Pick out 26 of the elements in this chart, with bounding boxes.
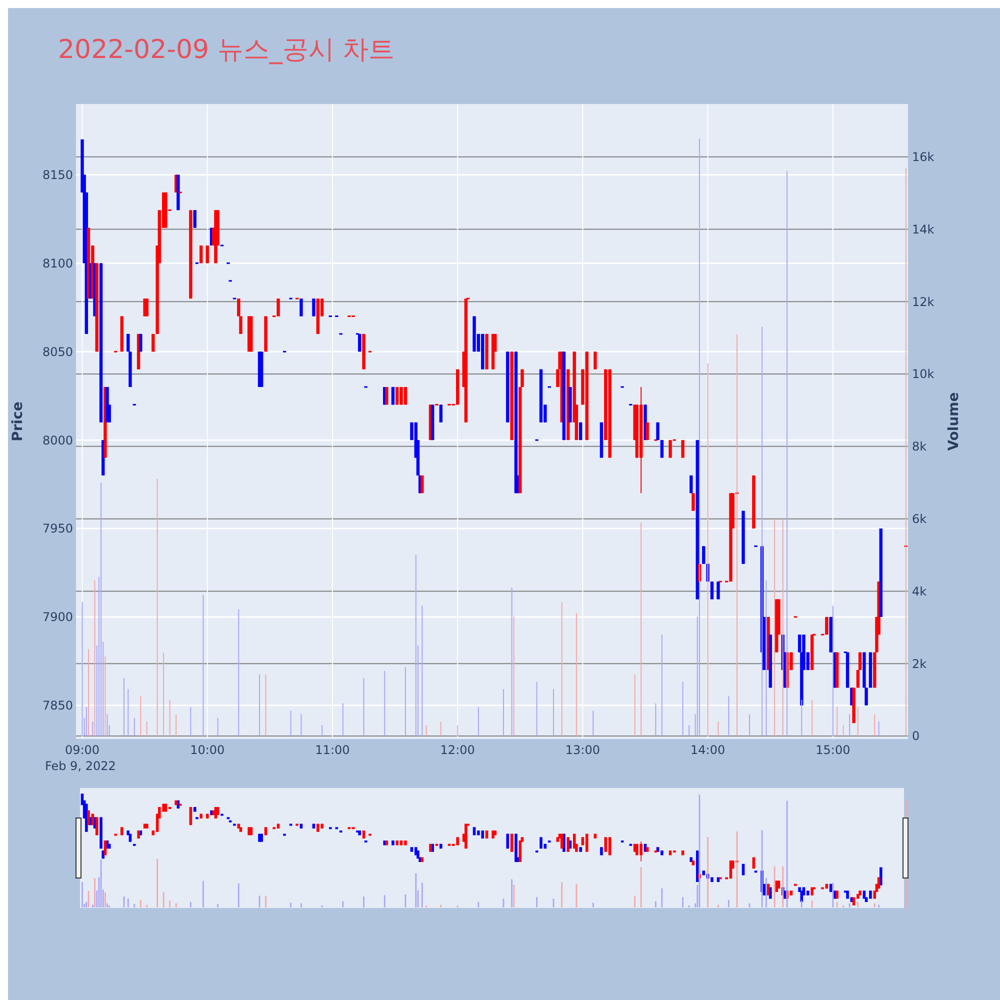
y2-tick-label: 0: [912, 729, 920, 744]
x-tick-label: 10:00: [190, 743, 225, 757]
x-tick-label: 14:00: [690, 743, 726, 757]
y2-tick-label: 2k: [912, 656, 927, 671]
y2-tick-label: 16k: [912, 150, 934, 164]
y-tick-label: 7950: [42, 522, 73, 536]
y2-tick-label: 12k: [912, 294, 934, 309]
y-tick-label: 7850: [42, 698, 73, 713]
y-tick-label: 8050: [42, 344, 73, 359]
chart-title: 2022-02-09 뉴스_공시 차트: [58, 35, 395, 65]
y-tick-label: 8000: [42, 433, 73, 448]
y2-tick-label: 8k: [912, 440, 927, 454]
y2-tick-label: 14k: [912, 222, 934, 236]
y-tick-label: 8150: [42, 168, 73, 182]
y-axis-title: Price: [10, 402, 26, 442]
y2-axis-title: Volume: [946, 392, 962, 451]
x-tick-label: 13:00: [565, 743, 600, 757]
y-tick-label: 7900: [42, 610, 73, 624]
x-tick-label: 09:00 Feb 9, 2022: [45, 743, 116, 773]
x-tick-label: 15:00: [816, 743, 850, 757]
y2-tick-label: 4k: [912, 584, 927, 598]
x-tick-label: 12:00: [440, 743, 475, 757]
y2-tick-label: 10k: [912, 367, 934, 382]
y-tick-label: 8100: [42, 256, 73, 270]
x-tick-label: 11:00: [315, 743, 350, 757]
y2-tick-label: 6k: [912, 512, 927, 526]
